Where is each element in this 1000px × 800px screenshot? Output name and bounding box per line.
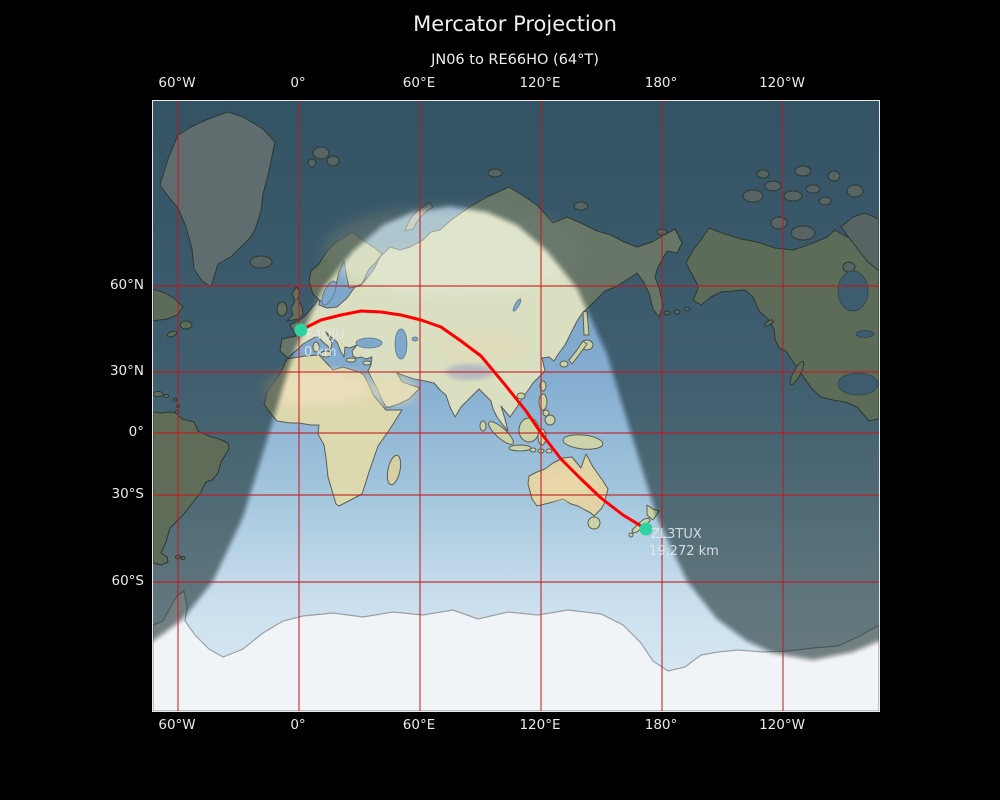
bottom-tick-label: 60°E (402, 717, 436, 733)
origin-callsign-label: F4UJU (306, 328, 345, 343)
map-axes-area: F4UJU 0 km ZL3TUX 19,272 km (152, 100, 880, 712)
destination-distance-label: 19,272 km (649, 544, 719, 559)
origin-marker (294, 323, 308, 337)
bottom-tick-label: 60°W (158, 717, 196, 733)
bottom-tick-label: 180° (644, 717, 678, 733)
destination-callsign-label: ZL3TUX (651, 527, 702, 542)
top-tick-label: 60°E (402, 75, 436, 91)
madagascar (386, 454, 402, 486)
top-tick-label: 120°E (519, 75, 561, 91)
bottom-tick-label: 120°E (519, 717, 561, 733)
world-map-svg: F4UJU 0 km ZL3TUX 19,272 km (153, 101, 879, 711)
left-tick-label: 60°S (111, 573, 145, 589)
bottom-tick-label: 0° (290, 717, 306, 733)
tasmania (587, 516, 601, 530)
left-tick-label: 0° (128, 424, 144, 440)
left-tick-label: 30°N (109, 363, 144, 379)
bottom-tick-label: 120°W (759, 717, 805, 733)
top-tick-label: 60°W (158, 75, 196, 91)
top-tick-label: 180° (644, 75, 678, 91)
night-terminator-shade (153, 101, 879, 660)
left-tick-label: 30°S (111, 486, 145, 502)
left-tick-label: 60°N (109, 277, 144, 293)
top-tick-label: 0° (290, 75, 306, 91)
route-subtitle: JN06 to RE66HO (64°T) (431, 52, 599, 68)
mediterranean-islands (312, 341, 372, 366)
station-markers-layer: F4UJU 0 km ZL3TUX 19,272 km (294, 323, 719, 559)
origin-distance-label: 0 km (304, 345, 337, 360)
graticule-layer (153, 101, 879, 711)
page-title: Mercator Projection (413, 12, 617, 36)
top-tick-label: 120°W (759, 75, 805, 91)
terrain-tints (263, 206, 591, 499)
destination-marker (639, 522, 653, 536)
great-circle-route-layer (299, 309, 648, 531)
great-circle-path (299, 309, 648, 531)
